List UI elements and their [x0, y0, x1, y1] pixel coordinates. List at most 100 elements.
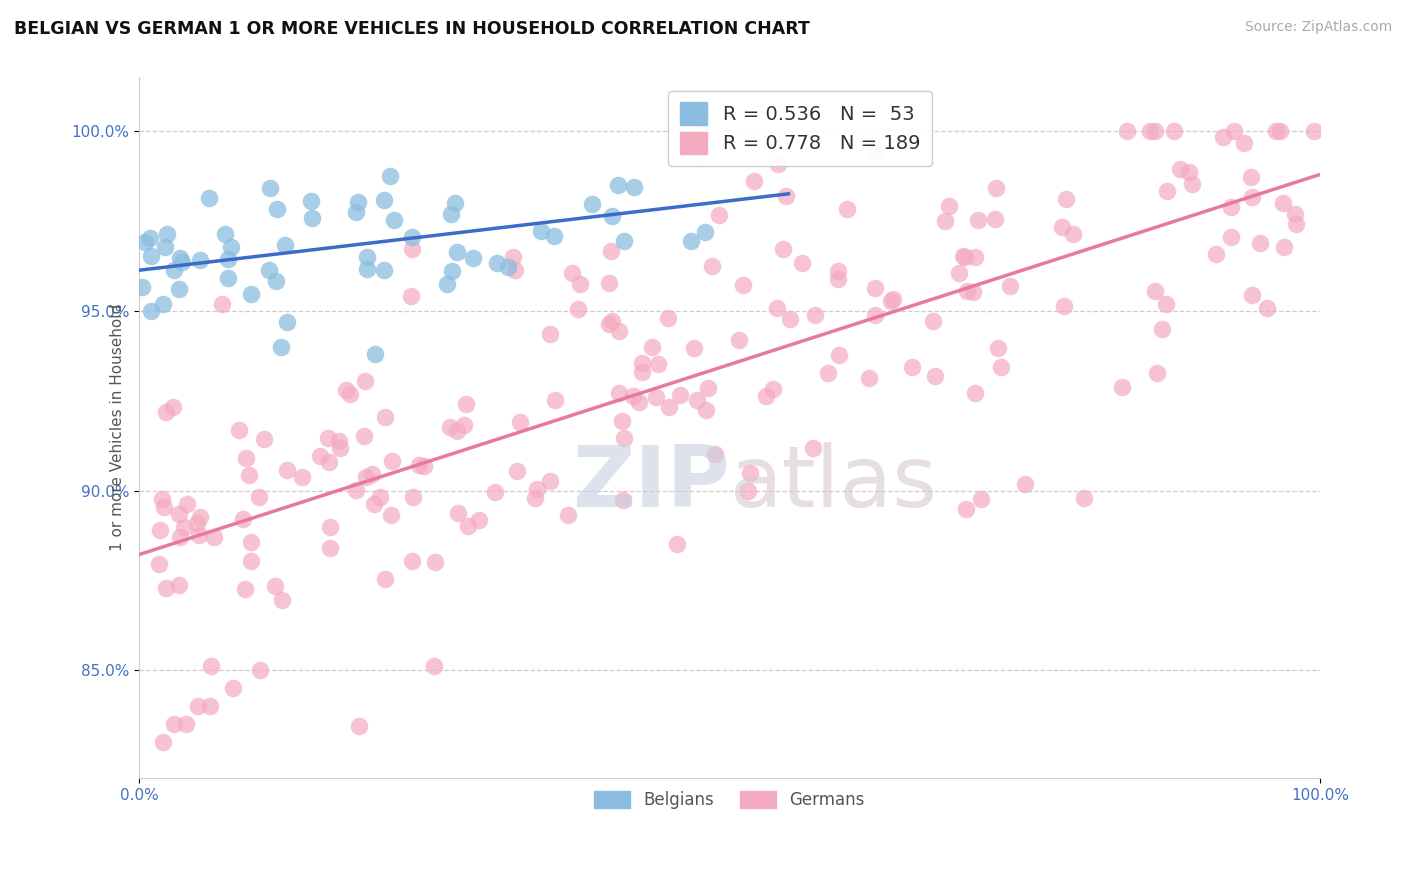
Point — [790, 256, 813, 270]
Point — [436, 277, 458, 292]
Point — [186, 516, 208, 531]
Point — [538, 474, 561, 488]
Point — [704, 447, 727, 461]
Point — [621, 389, 644, 403]
Point — [998, 278, 1021, 293]
Point — [174, 717, 197, 731]
Point — [253, 432, 276, 446]
Point — [1139, 124, 1161, 138]
Point — [378, 169, 401, 184]
Point — [738, 466, 761, 480]
Point — [344, 205, 367, 219]
Point — [347, 719, 370, 733]
Point — [328, 434, 350, 449]
Point — [948, 266, 970, 280]
Legend: Belgians, Germans: Belgians, Germans — [588, 784, 872, 815]
Point — [598, 318, 620, 332]
Point — [755, 389, 778, 403]
Text: atlas: atlas — [730, 442, 938, 525]
Point — [1152, 322, 1174, 336]
Point — [966, 212, 988, 227]
Point — [446, 245, 468, 260]
Point — [152, 297, 174, 311]
Point — [1154, 297, 1177, 311]
Point — [498, 260, 520, 275]
Text: Source: ZipAtlas.com: Source: ZipAtlas.com — [1244, 20, 1392, 34]
Point — [453, 418, 475, 433]
Point — [373, 263, 395, 277]
Point — [364, 347, 387, 361]
Point — [200, 659, 222, 673]
Point — [446, 424, 468, 438]
Point — [623, 179, 645, 194]
Point — [274, 237, 297, 252]
Point — [301, 211, 323, 226]
Point — [228, 423, 250, 437]
Point — [232, 512, 254, 526]
Point — [170, 254, 193, 268]
Point — [529, 225, 551, 239]
Point — [335, 383, 357, 397]
Point — [155, 240, 177, 254]
Point — [188, 528, 211, 542]
Point — [439, 207, 461, 221]
Point — [1143, 285, 1166, 299]
Point — [882, 292, 904, 306]
Point — [1156, 184, 1178, 198]
Point — [222, 681, 245, 696]
Point — [1111, 380, 1133, 394]
Point — [149, 523, 172, 537]
Point — [235, 450, 257, 465]
Point — [1062, 227, 1084, 241]
Point — [374, 572, 396, 586]
Point — [657, 310, 679, 325]
Point — [233, 582, 256, 596]
Point — [363, 497, 385, 511]
Point — [211, 297, 233, 311]
Point — [399, 289, 422, 303]
Point — [827, 264, 849, 278]
Point — [1240, 169, 1263, 184]
Point — [762, 383, 785, 397]
Point — [457, 519, 479, 533]
Point — [266, 274, 288, 288]
Point — [247, 490, 270, 504]
Point — [259, 181, 281, 195]
Point — [600, 209, 623, 223]
Point — [1249, 235, 1271, 250]
Point — [188, 253, 211, 268]
Point — [380, 508, 402, 522]
Point — [447, 506, 470, 520]
Point — [402, 490, 425, 504]
Point — [679, 234, 702, 248]
Point — [742, 174, 765, 188]
Point — [1181, 177, 1204, 191]
Point — [202, 530, 225, 544]
Point — [401, 230, 423, 244]
Point — [156, 227, 179, 241]
Point — [354, 470, 377, 484]
Point — [1232, 136, 1254, 150]
Point — [962, 285, 984, 299]
Point — [461, 251, 484, 265]
Point — [354, 374, 377, 388]
Point — [1241, 287, 1264, 301]
Point — [827, 272, 849, 286]
Point — [693, 117, 716, 131]
Point — [863, 308, 886, 322]
Point — [863, 281, 886, 295]
Point — [952, 249, 974, 263]
Point — [1222, 124, 1244, 138]
Point — [139, 249, 162, 263]
Point — [382, 213, 405, 227]
Point — [214, 227, 236, 241]
Point — [772, 242, 794, 256]
Point — [682, 342, 704, 356]
Point — [665, 537, 688, 551]
Point — [413, 459, 436, 474]
Point — [176, 497, 198, 511]
Point — [484, 484, 506, 499]
Point — [607, 386, 630, 401]
Point — [598, 276, 620, 290]
Point — [631, 365, 654, 379]
